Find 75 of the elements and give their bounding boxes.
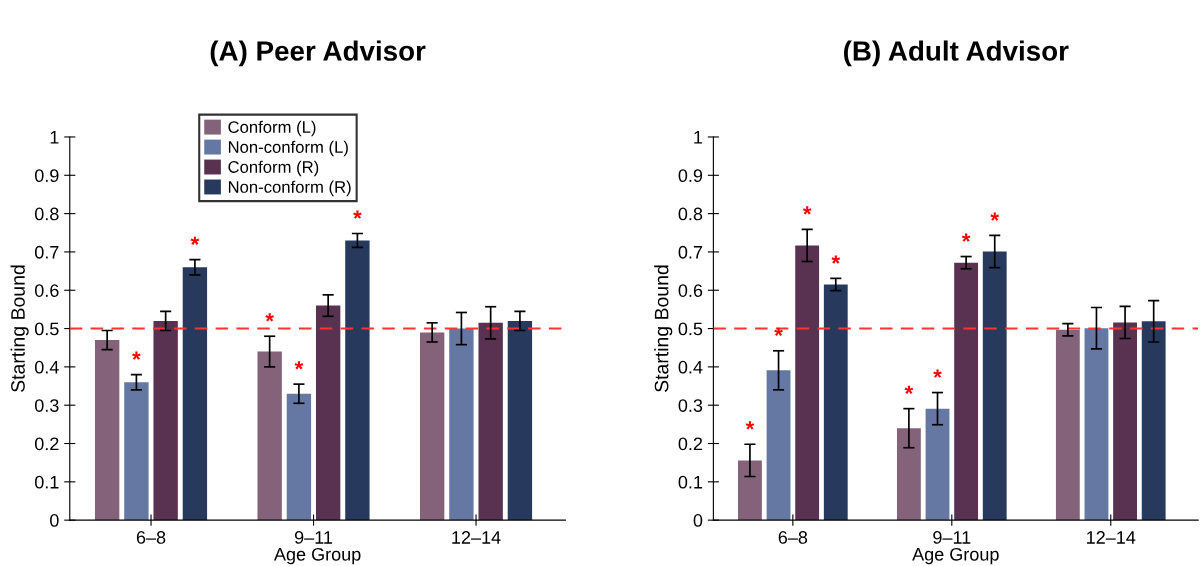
bar — [419, 332, 445, 521]
data-label: * — [990, 212, 1000, 221]
y-tick-label: 0.1 — [678, 475, 703, 489]
y-tick-label: 0.4 — [34, 360, 59, 374]
data-label: * — [745, 421, 755, 430]
bar — [124, 382, 149, 521]
legend-label: Non-conform (L) — [228, 140, 348, 157]
bar — [954, 262, 979, 521]
data-label: * — [294, 361, 304, 370]
chart-title: (A) Peer Advisor — [210, 40, 426, 67]
x-tick-label: 12–14 — [452, 531, 501, 544]
legend-label: Non-conform (R) — [228, 180, 351, 197]
legend-label: Conform (L) — [228, 120, 316, 137]
bar — [1084, 328, 1109, 521]
y-tick-label: 0.7 — [34, 245, 59, 259]
x-tick-label: 6–8 — [136, 531, 166, 544]
data-label: * — [190, 236, 200, 245]
bar — [738, 460, 762, 521]
y-tick-label: 0.8 — [34, 207, 59, 221]
y-axis-title: Starting Bound — [10, 265, 29, 392]
bar — [925, 408, 950, 521]
y-tick-label: 0.6 — [34, 284, 59, 297]
data-label: * — [132, 351, 141, 360]
bar — [286, 393, 312, 521]
bar — [823, 284, 848, 521]
y-tick-label: 0.5 — [678, 322, 703, 336]
y-tick-label: 0.9 — [678, 169, 703, 183]
bar — [1113, 322, 1137, 521]
y-axis-title: Starting Bound — [654, 265, 673, 392]
y-tick-label: 0.5 — [34, 322, 59, 336]
data-label: * — [831, 255, 841, 264]
y-tick-label: 0.1 — [34, 475, 59, 489]
bar — [345, 240, 370, 521]
bar — [153, 320, 178, 521]
y-tick-label: 0.2 — [678, 437, 703, 451]
y-tick-label: 0.3 — [678, 399, 703, 412]
y-tick-label: 0.4 — [678, 360, 703, 374]
bar — [478, 322, 503, 521]
bar — [982, 251, 1007, 521]
bar — [1141, 321, 1166, 521]
y-tick-label: 1 — [694, 131, 703, 144]
x-axis-title: Age Group — [912, 547, 999, 565]
x-tick-label: 12–14 — [1087, 531, 1136, 544]
bar — [449, 328, 474, 521]
y-tick-label: 0.7 — [678, 245, 703, 259]
data-label: * — [802, 206, 812, 215]
data-label: * — [904, 385, 914, 394]
y-tick-label: 0.9 — [34, 169, 59, 183]
chart-title: (B) Adult Advisor — [844, 40, 1069, 67]
x-axis-title: Age Group — [273, 547, 361, 565]
bar — [795, 245, 820, 521]
y-tick-label: 0.2 — [34, 437, 59, 451]
data-label: * — [353, 210, 362, 219]
y-tick-label: 0.3 — [34, 399, 59, 412]
data-label: * — [774, 327, 783, 337]
x-tick-label: 9–11 — [294, 531, 333, 544]
y-tick-label: 0.6 — [678, 284, 703, 297]
y-tick-label: 0 — [693, 514, 703, 527]
data-label: * — [265, 313, 274, 322]
data-label: * — [961, 233, 971, 242]
bar — [257, 351, 282, 521]
bar — [182, 267, 208, 521]
bar — [507, 320, 533, 521]
legend-label: Conform (R) — [228, 160, 319, 177]
y-tick-label: 1 — [50, 131, 59, 144]
bar — [315, 305, 341, 521]
x-tick-label: 6–8 — [778, 531, 808, 544]
bar — [94, 340, 120, 521]
bar — [1055, 329, 1080, 521]
bar — [896, 428, 921, 521]
y-tick-label: 0 — [50, 514, 59, 527]
bar — [766, 370, 791, 521]
y-tick-label: 0.8 — [678, 207, 703, 221]
data-label: * — [933, 369, 942, 378]
x-tick-label: 9–11 — [933, 531, 971, 544]
